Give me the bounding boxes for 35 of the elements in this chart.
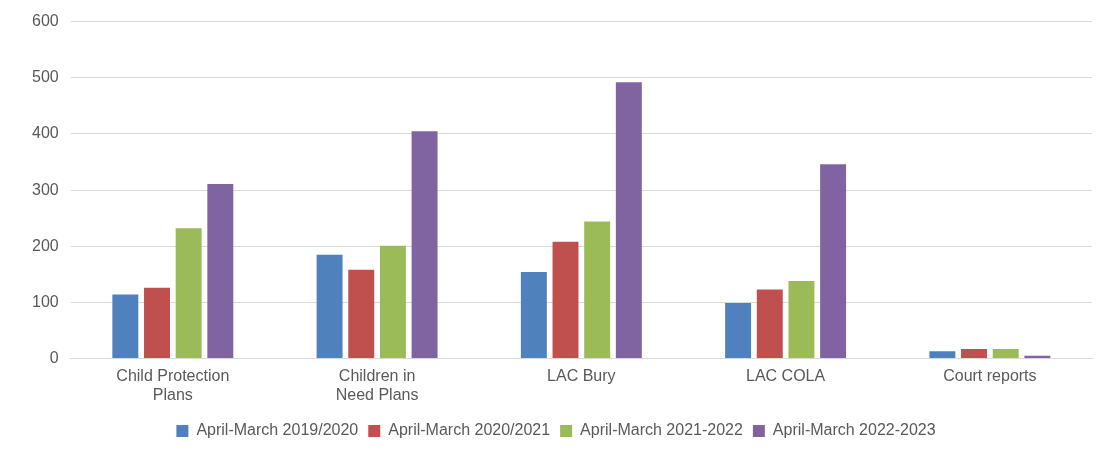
legend-label: April-March 2022-2023 [772, 421, 936, 439]
bar [929, 351, 956, 359]
bar [584, 221, 611, 359]
bar [316, 254, 343, 359]
bar [175, 228, 202, 359]
y-tick-label: 0 [49, 349, 59, 367]
y-tick-label: 400 [31, 124, 59, 142]
y-tick-label: 600 [31, 12, 59, 30]
bar [788, 281, 815, 359]
bar [961, 349, 988, 359]
x-tick-label: LAC Bury [547, 366, 616, 384]
bar [725, 303, 752, 359]
y-tick-label: 300 [31, 180, 59, 198]
legend-label: April-March 2020/2021 [388, 421, 551, 439]
x-tick-label: Child Protection Plans [116, 366, 230, 403]
bar [144, 287, 170, 359]
bar [207, 183, 234, 359]
bar [520, 272, 547, 359]
bar [552, 241, 579, 359]
legend-label: April-March 2019/2020 [196, 421, 359, 439]
bar [411, 131, 438, 359]
y-tick-label: 500 [31, 68, 59, 86]
y-tick-label: 100 [31, 292, 59, 310]
legend-label: April-March 2021-2022 [580, 421, 743, 439]
bar [379, 245, 406, 359]
x-tick-label: Children in Need Plans [335, 366, 419, 403]
bar [992, 349, 1019, 359]
bar [112, 294, 139, 359]
bar [348, 269, 375, 359]
bar [820, 164, 847, 359]
bar [756, 289, 783, 359]
y-tick-label: 200 [31, 236, 59, 254]
x-tick-label: LAC COLA [746, 366, 826, 384]
x-tick-label: Court reports [943, 366, 1037, 384]
bar [615, 82, 642, 359]
